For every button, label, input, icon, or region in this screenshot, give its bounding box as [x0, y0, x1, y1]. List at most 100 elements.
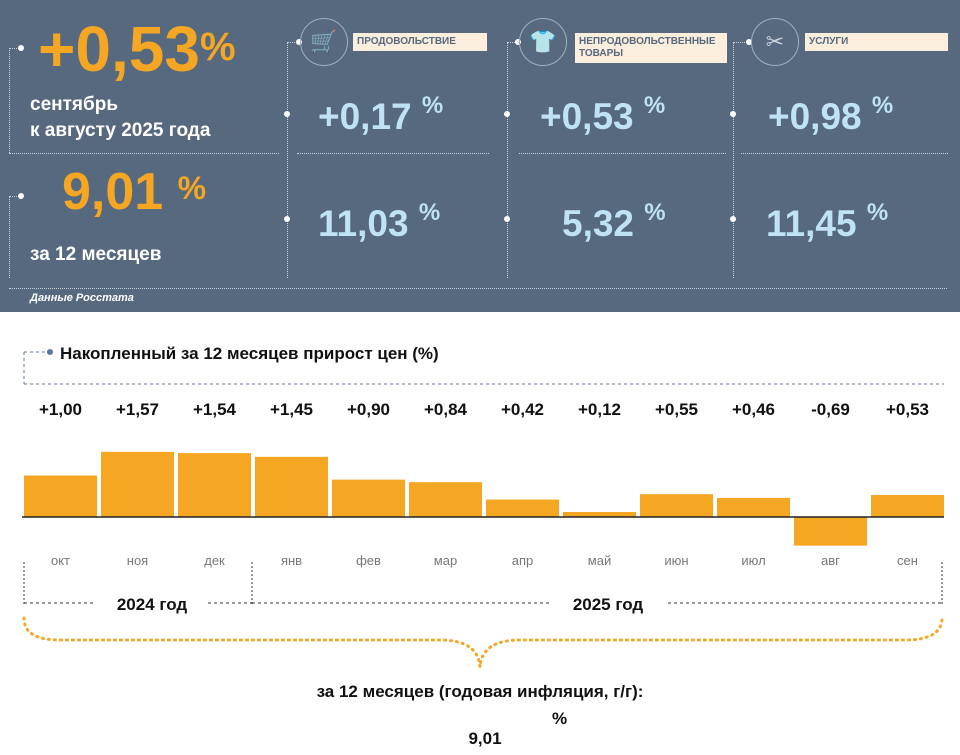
chart-title: Накопленный за 12 месяцев прирост цен (%…: [60, 344, 439, 363]
bullet: [296, 39, 302, 45]
divider: [741, 153, 948, 154]
title-frame: [23, 351, 944, 385]
year-label-2025: 2025 год: [573, 595, 644, 614]
bullet: [504, 111, 510, 117]
food-monthly: +0,17 %: [318, 92, 443, 138]
year-divider: [23, 562, 943, 604]
comb-scissors-icon: ✂: [751, 18, 799, 66]
monthly-caption-line-2: к августу 2025 года: [30, 120, 211, 141]
month-tick-label: мар: [434, 553, 457, 568]
clothes-bag-icon: 👕: [519, 18, 567, 66]
bar-май: [563, 512, 636, 517]
monthly-inflation-value: +0,53%: [38, 14, 236, 84]
footer-percent: %: [552, 709, 567, 728]
annual-caption: за 12 месяцев: [30, 244, 162, 265]
data-label: +1,57: [116, 400, 159, 419]
category-label: ПРОДОВОЛЬСТВИЕ: [353, 33, 487, 51]
data-label: +0,53: [886, 400, 929, 419]
divider: [9, 288, 947, 289]
data-label: +0,84: [424, 400, 468, 419]
percent-sign: %: [871, 92, 894, 119]
divider: [9, 196, 19, 197]
month-tick-label: окт: [51, 553, 70, 568]
services-monthly-number: +0,98: [768, 96, 862, 137]
title-bullet: [47, 349, 53, 355]
bar-янв: [255, 456, 328, 517]
monthly-inflation-chart: Накопленный за 12 месяцев прирост цен (%…: [22, 344, 944, 748]
bullet: [746, 39, 752, 45]
month-tick-label: май: [588, 553, 611, 568]
food-annual: 11,03 %: [318, 199, 440, 245]
month-tick-label: сен: [897, 553, 918, 568]
divider: [9, 196, 10, 278]
percent-sign: %: [644, 199, 666, 226]
data-label: +0,90: [347, 400, 390, 419]
bar-июн: [640, 494, 713, 517]
percent-sign: %: [418, 199, 441, 226]
divider: [9, 153, 279, 154]
month-tick-label: фев: [356, 553, 381, 568]
divider: [9, 48, 19, 49]
footer-value: 9,01: [468, 729, 501, 748]
bullet: [284, 111, 290, 117]
monthly-value-number: +0,53: [38, 13, 200, 85]
summary-panel: +0,53% сентябрь к августу 2025 года 9,01 …: [0, 0, 960, 312]
nonfood-monthly: +0,53 %: [540, 92, 665, 138]
divider: [507, 42, 508, 278]
bar-апр: [486, 499, 559, 517]
category-label: НЕПРОДОВОЛЬСТВЕННЫЕ ТОВАРЫ: [575, 33, 727, 63]
annual-value-number: 9,01: [62, 163, 164, 221]
bullet: [515, 39, 521, 45]
data-label: +0,42: [501, 400, 544, 419]
bullet: [18, 45, 24, 51]
monthly-caption-line-1: сентябрь: [30, 94, 119, 115]
divider: [519, 153, 726, 154]
data-label: -0,69: [811, 400, 850, 419]
year-label-2024: 2024 год: [117, 595, 188, 614]
bar-мар: [409, 482, 482, 517]
bullet: [504, 216, 510, 222]
percent-sign: %: [866, 199, 889, 226]
divider: [9, 48, 10, 153]
services-annual-number: 11,45: [766, 203, 857, 244]
month-tick-label: дек: [204, 553, 225, 568]
month-tick-label: июл: [741, 553, 765, 568]
services-monthly: +0,98 %: [768, 92, 893, 138]
bullet: [18, 193, 24, 199]
bars-group: +1,00 окт +1,57 ноя +1,54 дек +1,45 янв +0,90 фев…: [24, 400, 944, 568]
bullet: [730, 111, 736, 117]
food-monthly-number: +0,17: [318, 96, 412, 137]
month-tick-label: авг: [821, 553, 840, 568]
month-tick-label: янв: [281, 553, 302, 568]
percent-sign: %: [177, 170, 207, 206]
bar-авг: [794, 517, 867, 546]
annual-brace: [22, 616, 944, 668]
data-label: +1,45: [270, 400, 313, 419]
source-note: Данные Росстата: [30, 292, 134, 304]
monthly-caption: сентябрь к августу 2025 года: [30, 92, 210, 144]
nonfood-annual: 5,32 %: [562, 199, 666, 245]
divider: [733, 42, 734, 278]
bullet: [284, 216, 290, 222]
nonfood-annual-number: 5,32: [562, 203, 635, 244]
month-tick-label: апр: [512, 553, 534, 568]
food-annual-number: 11,03: [318, 203, 409, 244]
month-tick-label: июн: [664, 553, 688, 568]
footer-caption: за 12 месяцев (годовая инфляция, г/г):: [317, 682, 644, 701]
bar-июл: [717, 497, 790, 517]
services-annual: 11,45 %: [766, 199, 888, 245]
bar-ноя: [101, 451, 174, 517]
annual-inflation-value: 9,01 %: [62, 162, 206, 222]
bar-дек: [178, 453, 251, 517]
shopping-cart-icon: 🛒: [300, 18, 348, 66]
bar-фев: [332, 479, 405, 517]
bar-сен: [871, 495, 944, 517]
divider: [733, 42, 747, 43]
data-label: +0,46: [732, 400, 775, 419]
category-label: УСЛУГИ: [805, 33, 948, 51]
percent-sign: %: [643, 92, 666, 119]
data-label: +0,55: [655, 400, 698, 419]
nonfood-monthly-number: +0,53: [540, 96, 634, 137]
data-label: +1,54: [193, 400, 237, 419]
percent-sign: %: [199, 25, 236, 69]
